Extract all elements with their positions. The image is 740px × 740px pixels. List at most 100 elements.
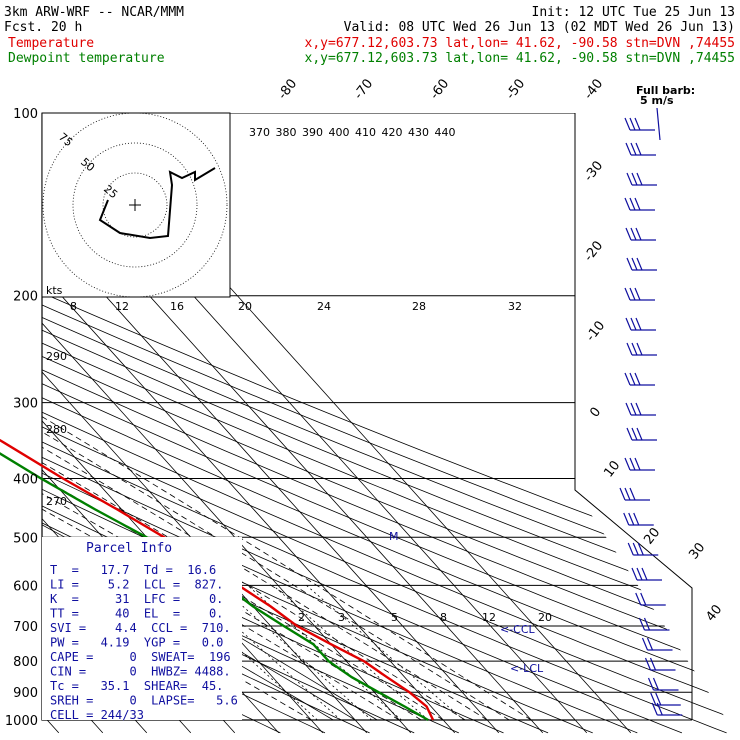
isotherm [42, 113, 368, 734]
isotherm [42, 113, 500, 734]
theta-label: 410 [355, 126, 376, 139]
wind-barb [650, 692, 681, 706]
wind-barb [623, 512, 654, 526]
theta-label: 400 [329, 126, 350, 139]
wind-barb [651, 702, 683, 716]
isotherm-label: -80 [275, 76, 300, 102]
parcel-row: LI = 5.2 LCL = 827. [50, 578, 223, 592]
parcel-info-panel: Parcel Info T = 17.7 Td = 16.6LI = 5.2 L… [42, 537, 242, 722]
parcel-info-title: Parcel Info [86, 541, 172, 556]
dry-adiabat [42, 125, 638, 734]
pressure-tick-200: 200 [13, 290, 38, 305]
pressure-tick-300: 300 [13, 397, 38, 412]
mixing-ratio-label: 28 [412, 300, 426, 313]
isotherm-label: 10 [601, 458, 623, 480]
pressure-tick-500: 500 [13, 531, 38, 546]
wind-barb [625, 317, 656, 331]
isotherm-label: 20 [641, 525, 663, 547]
lcl-marker: <-LCL [510, 662, 544, 675]
parcel-row: T = 17.7 Td = 16.6 [50, 563, 216, 577]
wind-barb [638, 617, 670, 631]
mixing-ratio-label: 5 [391, 611, 398, 624]
isotherm-label: 40 [703, 602, 725, 624]
theta-label: 390 [302, 126, 323, 139]
isotherm-label: -50 [503, 76, 528, 102]
mixing-ratio-label: 12 [115, 300, 129, 313]
parcel-row: CIN = 0 HWBZ= 4488. [50, 665, 231, 679]
mixing-ratio-label: 24 [317, 300, 331, 313]
theta-left-label: 280 [46, 423, 67, 436]
mixing-ratio-label: 20 [238, 300, 252, 313]
wind-barb [625, 402, 656, 416]
mixing-ratio-label: 20 [538, 611, 552, 624]
isotherm-label: -20 [581, 238, 606, 264]
barb-key-value: 5 m/s [640, 94, 674, 107]
dewpoint-profile [0, 452, 429, 722]
mixing-ratio-line [219, 585, 372, 721]
isotherm [42, 113, 412, 734]
moist-adiabat [42, 219, 510, 721]
theta-label: 380 [276, 126, 297, 139]
wind-barb [635, 592, 666, 606]
parcel-row: K = 31 LFC = 0. [50, 592, 223, 606]
wind-barb [624, 457, 655, 471]
isotherm-label: -40 [581, 76, 606, 102]
wind-barb [625, 227, 656, 241]
isotherm-label: -70 [351, 76, 376, 102]
dry-adiabat [42, 125, 740, 734]
wind-barb [624, 287, 655, 301]
theta-label: 420 [382, 126, 403, 139]
model-title: 3km ARW-WRF -- NCAR/MMM [4, 5, 184, 20]
isotherm-label: -60 [427, 76, 452, 102]
wind-barb [626, 342, 657, 356]
moist-adiabat [42, 219, 532, 721]
dry-adiabat [42, 125, 740, 734]
wind-barb [627, 542, 659, 556]
parcel-row: SREH = 0 LAPSE= 5.6 [50, 694, 238, 708]
parcel-row: CELL = 244/33 [50, 708, 144, 722]
theta-left-label: 290 [46, 350, 67, 363]
wind-barb [624, 372, 655, 386]
dewpoint-label: Dewpoint temperature [8, 51, 165, 66]
isotherm-label: 0 [587, 405, 604, 421]
hodograph: 25 50 75 kts [41, 112, 231, 298]
parcel-row: CAPE = 0 SWEAT= 196 [50, 650, 231, 664]
pressure-tick-1000: 1000 [5, 714, 38, 729]
init-time: Init: 12 UTC Tue 25 Jun 13 [532, 5, 736, 20]
pressure-tick-800: 800 [13, 655, 38, 670]
wind-barbs: Full barb: 5 m/s [619, 84, 695, 716]
svg-text:M: M [389, 530, 399, 543]
dry-adiabat [42, 125, 740, 734]
wind-barb [631, 567, 662, 581]
parcel-row: PW = 4.19 YGP = 0.0 [50, 636, 223, 650]
dry-adiabat [42, 125, 740, 734]
theta-left-label: 270 [46, 495, 67, 508]
temperature-label: Temperature [8, 36, 94, 51]
dry-adiabat [42, 125, 740, 734]
mixing-ratio-label: 3 [338, 611, 345, 624]
valid-time: Valid: 08 UTC Wed 26 Jun 13 (02 MDT Wed … [344, 20, 735, 35]
ccl-marker: <-CCL [500, 623, 536, 636]
parcel-row: SVI = 4.4 CCL = 710. [50, 621, 231, 635]
forecast-hour: Fcst. 20 h [4, 20, 82, 35]
isotherm-label: -10 [583, 318, 608, 344]
pressure-tick-900: 900 [13, 686, 38, 701]
theta-label: 370 [249, 126, 270, 139]
pressure-tick-400: 400 [13, 472, 38, 487]
wind-barb [626, 427, 657, 441]
mixing-ratio-label: 8 [70, 300, 77, 313]
isotherm-label: -30 [581, 158, 606, 184]
wind-barb [624, 117, 655, 131]
temperature-location: x,y=677.12,603.73 lat,lon= 41.62, -90.58… [305, 36, 735, 51]
mixing-ratio-label: 8 [440, 611, 447, 624]
dry-adiabat [42, 125, 727, 734]
hodo-units: kts [46, 284, 63, 297]
wind-barb [624, 197, 655, 211]
wind-barb [625, 142, 656, 156]
moist-adiabat [42, 219, 488, 721]
dewpoint-location: x,y=677.12,603.73 lat,lon= 41.62, -90.58… [305, 51, 735, 66]
wind-barb [641, 637, 673, 651]
theta-label: 430 [408, 126, 429, 139]
isotherm [42, 113, 456, 734]
pressure-tick-700: 700 [13, 620, 38, 635]
